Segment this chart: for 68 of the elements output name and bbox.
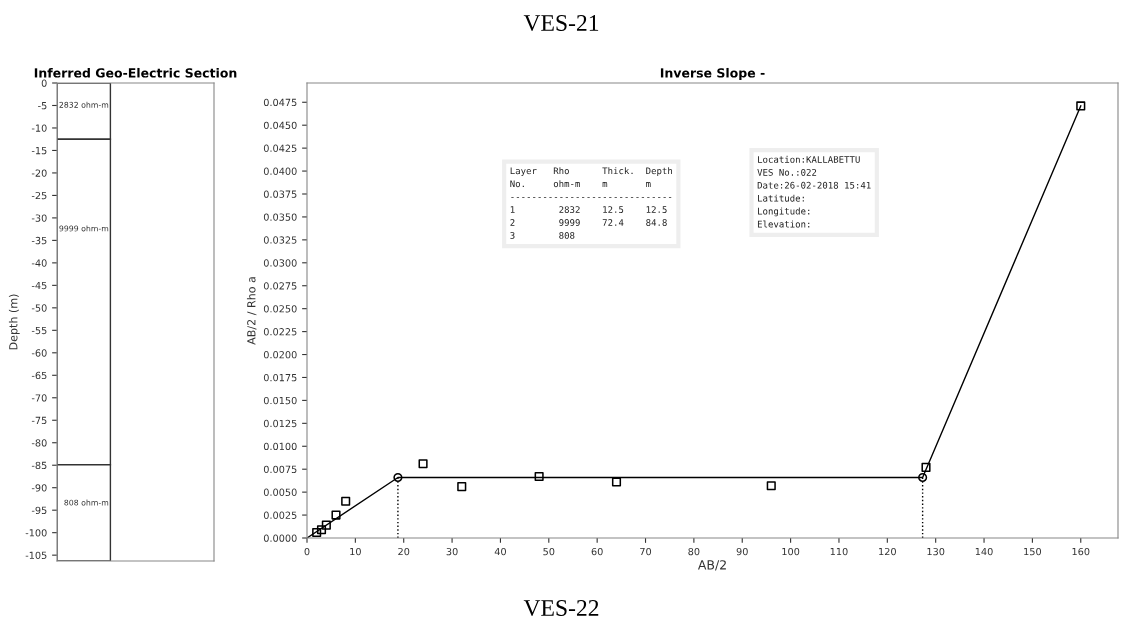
y-tick-label: 0.0025 — [263, 511, 297, 519]
y-tick-label: -75 — [31, 416, 47, 425]
y-tick-label: -5 — [38, 102, 47, 110]
y-tick-label: -55 — [31, 326, 47, 335]
y-tick-label: 0 — [41, 79, 47, 87]
y-tick-label: 0.0000 — [263, 534, 297, 542]
x-tick-label: 120 — [879, 547, 896, 556]
chart-title: Inferred Geo-Electric Section — [34, 67, 237, 78]
annotation: Location:KALLABETTU VES No.:022 Date:26-02-2018 15:41 Latitude: Longitude: Elevation: — [757, 155, 871, 228]
y-tick-label: -35 — [31, 236, 47, 245]
x-tick-label: 80 — [688, 547, 700, 556]
text: VES-22 — [523, 600, 599, 617]
y-tick-label: 0.0300 — [263, 259, 297, 267]
y-tick-label: 0.0400 — [263, 167, 297, 175]
text: VES-21 — [523, 15, 599, 32]
x-tick-label: 140 — [975, 547, 993, 556]
x-tick-label: 0 — [304, 547, 310, 556]
y-tick-label: -15 — [31, 147, 47, 155]
y-tick-label: 0.0375 — [263, 190, 297, 198]
y-tick-label: 0.0050 — [263, 488, 297, 496]
x-tick-label: 30 — [446, 547, 458, 556]
y-tick-label: -65 — [31, 371, 47, 380]
y-tick-label: -25 — [31, 191, 47, 200]
y-tick-label: 0.0150 — [263, 396, 297, 405]
y-tick-label: 0.0325 — [263, 236, 297, 244]
y-tick-label: 0.0175 — [263, 373, 297, 382]
y-tick-label: -70 — [31, 394, 47, 402]
y-tick-label: -20 — [31, 169, 47, 177]
y-tick-label: -10 — [31, 124, 47, 132]
annotation: Layer Rho Thick. Depth No. ohm-m m m ------------------------------ 1 2832 12.5 12.5 2 9999 72.4 84.8 3 808 — [510, 167, 672, 239]
x-tick-label: 110 — [830, 547, 848, 556]
y-tick-label: -80 — [31, 439, 47, 447]
y-tick-label: 0.0475 — [263, 98, 297, 107]
x-tick-label: 60 — [591, 547, 603, 556]
y-axis-title: Depth (m) — [8, 294, 20, 350]
y-tick-label: 0.0075 — [263, 465, 297, 474]
y-tick-label: 0.0200 — [263, 351, 297, 359]
x-tick-label: 90 — [736, 547, 748, 556]
x-tick-label: 40 — [494, 547, 506, 556]
y-tick-label: -40 — [31, 259, 47, 267]
y-tick-label: -100 — [25, 529, 47, 537]
y-axis-title: AB/2 / Rho a — [246, 277, 257, 345]
y-tick-label: 0.0100 — [263, 442, 297, 451]
y-tick-label: 0.0425 — [263, 144, 297, 152]
y-tick-label: 0.0275 — [263, 282, 297, 290]
y-tick-label: -45 — [31, 281, 47, 290]
y-tick-label: -105 — [25, 551, 47, 559]
y-tick-label: -50 — [31, 304, 47, 312]
y-tick-label: -60 — [31, 349, 47, 357]
y-tick-label: 0.0225 — [263, 328, 297, 336]
x-tick-label: 20 — [398, 547, 410, 556]
y-tick-label: 0.0125 — [263, 419, 297, 428]
y-tick-label: -30 — [31, 214, 47, 222]
x-axis-title: AB/2 — [697, 560, 726, 571]
y-tick-label: 0.0250 — [263, 305, 297, 313]
y-tick-label: -85 — [31, 461, 47, 470]
x-tick-label: 100 — [782, 547, 800, 556]
x-tick-label: 70 — [640, 547, 652, 556]
y-tick-label: 0.0350 — [263, 213, 297, 221]
y-tick-label: -95 — [31, 506, 47, 515]
chart-title: Inverse Slope - — [660, 67, 765, 81]
x-tick-label: 50 — [543, 547, 555, 556]
x-tick-label: 160 — [1072, 547, 1090, 556]
x-tick-label: 150 — [1024, 547, 1042, 556]
x-tick-label: 130 — [927, 547, 945, 556]
y-tick-label: 0.0450 — [263, 121, 297, 130]
x-tick-label: 10 — [350, 547, 361, 556]
y-tick-label: -90 — [31, 484, 47, 492]
